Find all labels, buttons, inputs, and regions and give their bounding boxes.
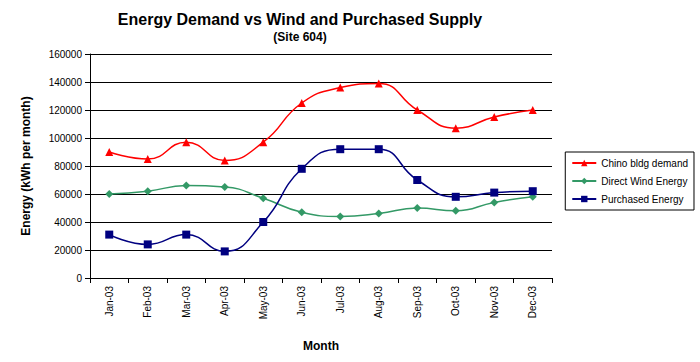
svg-text:Mar-03: Mar-03 (181, 286, 192, 318)
svg-text:0: 0 (76, 273, 82, 284)
svg-text:Month: Month (303, 339, 339, 353)
svg-text:Chino bldg demand: Chino bldg demand (601, 158, 688, 169)
svg-text:120000: 120000 (49, 105, 83, 116)
svg-text:Oct-03: Oct-03 (450, 286, 461, 316)
svg-text:Energy (kWh per month): Energy (kWh per month) (19, 96, 33, 235)
svg-text:140000: 140000 (49, 77, 83, 88)
svg-text:Feb-03: Feb-03 (142, 286, 153, 318)
svg-text:20000: 20000 (54, 245, 82, 256)
svg-text:Purchased Energy: Purchased Energy (601, 194, 683, 205)
svg-text:Sep-03: Sep-03 (412, 286, 423, 319)
svg-text:80000: 80000 (54, 161, 82, 172)
svg-text:160000: 160000 (49, 49, 83, 60)
svg-text:Jan-03: Jan-03 (104, 286, 115, 317)
svg-text:Nov-03: Nov-03 (489, 286, 500, 319)
svg-text:(Site 604): (Site 604) (273, 30, 326, 44)
svg-text:Energy Demand vs Wind and Purc: Energy Demand vs Wind and Purchased Supp… (118, 11, 482, 28)
svg-text:40000: 40000 (54, 217, 82, 228)
svg-text:May-03: May-03 (258, 286, 269, 320)
svg-text:Apr-03: Apr-03 (219, 286, 230, 316)
svg-text:Direct Wind Energy: Direct Wind Energy (601, 176, 687, 187)
svg-text:Dec-03: Dec-03 (527, 286, 538, 319)
svg-text:Aug-03: Aug-03 (373, 286, 384, 319)
svg-text:Jun-03: Jun-03 (296, 286, 307, 317)
svg-text:Jul-03: Jul-03 (335, 286, 346, 314)
svg-text:100000: 100000 (49, 133, 83, 144)
svg-text:60000: 60000 (54, 189, 82, 200)
